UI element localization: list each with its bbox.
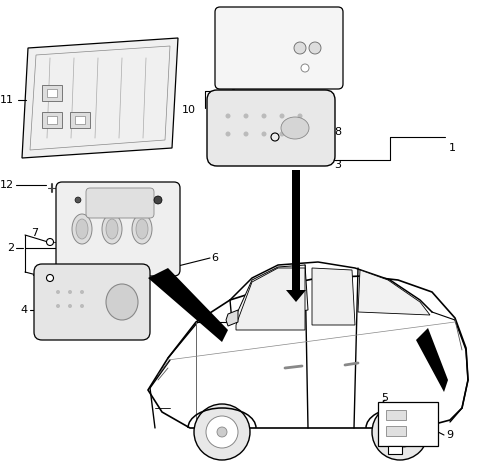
Ellipse shape: [102, 214, 122, 244]
Bar: [386, 410, 406, 420]
Circle shape: [80, 290, 84, 294]
Circle shape: [68, 304, 72, 308]
Ellipse shape: [76, 219, 88, 239]
Ellipse shape: [281, 117, 309, 139]
Text: 2: 2: [7, 243, 14, 253]
Polygon shape: [358, 270, 430, 315]
Polygon shape: [292, 170, 300, 290]
Text: 4: 4: [21, 305, 28, 315]
Ellipse shape: [136, 219, 148, 239]
Bar: [386, 426, 406, 436]
Circle shape: [301, 64, 309, 72]
Circle shape: [226, 131, 230, 137]
Bar: [42, 112, 62, 128]
Circle shape: [56, 290, 60, 294]
FancyBboxPatch shape: [56, 182, 180, 276]
Circle shape: [309, 42, 321, 54]
Circle shape: [47, 238, 53, 246]
Text: 1: 1: [448, 143, 456, 153]
Text: 7: 7: [31, 275, 38, 285]
Bar: [388, 446, 402, 454]
Circle shape: [384, 416, 416, 448]
Circle shape: [80, 304, 84, 308]
Text: 12: 12: [0, 180, 14, 190]
Text: 3: 3: [335, 160, 341, 170]
Polygon shape: [236, 268, 305, 330]
FancyBboxPatch shape: [34, 264, 150, 340]
Bar: [75, 116, 85, 124]
Circle shape: [75, 197, 81, 203]
Polygon shape: [226, 310, 238, 326]
Polygon shape: [286, 290, 306, 302]
Text: 6: 6: [212, 253, 218, 263]
Polygon shape: [312, 268, 355, 325]
Ellipse shape: [132, 214, 152, 244]
Circle shape: [206, 416, 238, 448]
Polygon shape: [232, 265, 308, 322]
Ellipse shape: [106, 219, 118, 239]
Circle shape: [243, 131, 249, 137]
Circle shape: [262, 113, 266, 119]
Polygon shape: [148, 276, 468, 428]
Ellipse shape: [106, 284, 138, 320]
Bar: [378, 402, 438, 446]
Text: 11: 11: [0, 95, 14, 105]
Bar: [47, 116, 57, 124]
Circle shape: [226, 113, 230, 119]
Circle shape: [56, 304, 60, 308]
Polygon shape: [416, 328, 448, 392]
Circle shape: [372, 404, 428, 460]
Ellipse shape: [72, 214, 92, 244]
Bar: [42, 85, 62, 101]
Circle shape: [279, 113, 285, 119]
Text: 5: 5: [382, 393, 388, 403]
Circle shape: [298, 113, 302, 119]
Text: 8: 8: [335, 127, 342, 137]
Bar: [70, 112, 90, 128]
FancyBboxPatch shape: [86, 188, 154, 218]
Text: 9: 9: [446, 430, 454, 440]
Circle shape: [243, 113, 249, 119]
Circle shape: [271, 133, 279, 141]
Circle shape: [279, 131, 285, 137]
FancyBboxPatch shape: [207, 90, 335, 166]
Circle shape: [217, 427, 227, 437]
Circle shape: [262, 131, 266, 137]
Polygon shape: [22, 38, 178, 158]
Circle shape: [68, 290, 72, 294]
Circle shape: [395, 427, 405, 437]
Text: 10: 10: [182, 105, 196, 115]
Circle shape: [154, 196, 162, 204]
Bar: [47, 89, 57, 97]
Circle shape: [294, 42, 306, 54]
Polygon shape: [148, 268, 228, 342]
Circle shape: [298, 131, 302, 137]
Text: 7: 7: [31, 228, 38, 238]
Circle shape: [47, 275, 53, 281]
Circle shape: [194, 404, 250, 460]
FancyBboxPatch shape: [215, 7, 343, 89]
